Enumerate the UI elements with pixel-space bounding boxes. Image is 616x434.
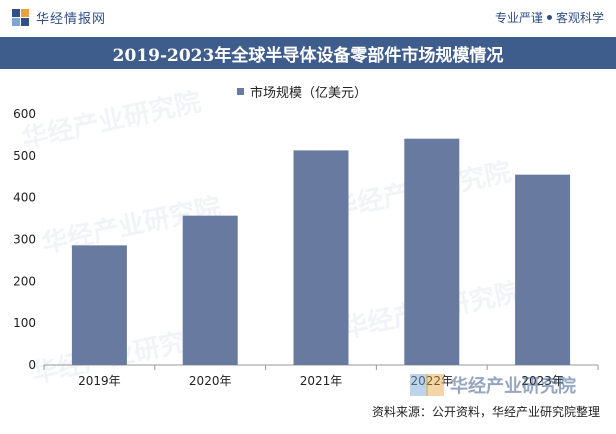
corner-logo-icon-2 — [426, 374, 444, 396]
chart-title-bar: 2019-2023年全球半导体设备零部件市场规模情况 — [0, 37, 616, 69]
y-tick-label: 400 — [13, 191, 36, 205]
x-tick-label: 2023年 — [521, 374, 564, 388]
corner-logo-icon — [410, 374, 428, 396]
brand-logo[interactable]: 华经情报网 — [12, 8, 106, 27]
y-tick-label: 600 — [13, 107, 36, 121]
x-tick-label: 2020年 — [189, 374, 232, 388]
corner-logo-text: 华经产业研究院 — [450, 376, 576, 397]
x-tick-label: 2019年 — [78, 374, 121, 388]
bar — [404, 138, 460, 365]
chart-legend: 市场规模（亿美元） — [237, 82, 367, 101]
bar — [182, 215, 238, 365]
chart-title: 2019-2023年全球半导体设备零部件市场规模情况 — [112, 45, 504, 66]
page-header: 华经情报网 专业严谨 客观科学 — [0, 0, 616, 34]
logo-icon — [12, 8, 30, 27]
x-tick-label: 2021年 — [300, 374, 343, 388]
legend-label: 市场规模（亿美元） — [250, 86, 368, 101]
bullet-icon — [546, 15, 552, 20]
y-tick-label: 200 — [13, 274, 36, 288]
tagline-right: 客观科学 — [555, 11, 604, 25]
y-tick-label: 0 — [28, 358, 36, 372]
y-tick-label: 500 — [13, 149, 36, 163]
corner-watermark-logo: 华经产业研究院 — [410, 372, 576, 398]
legend-swatch — [237, 88, 244, 95]
brand-name: 华经情报网 — [36, 12, 107, 27]
bar — [293, 150, 349, 365]
bar — [515, 174, 571, 365]
tagline: 专业严谨 客观科学 — [495, 9, 604, 26]
y-tick-label: 300 — [13, 233, 36, 247]
bar — [71, 245, 127, 365]
source-note: 资料来源：公开资料，华经产业研究院整理 — [371, 405, 600, 419]
tagline-left: 专业严谨 — [494, 11, 543, 25]
y-tick-label: 100 — [13, 316, 36, 330]
